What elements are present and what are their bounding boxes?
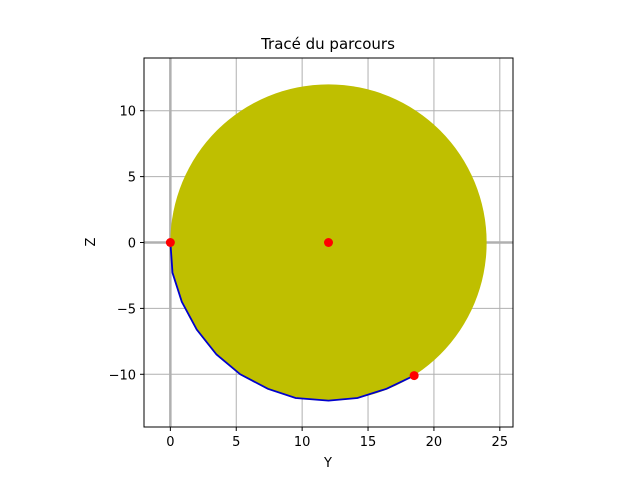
y-tick-label: −10	[109, 368, 136, 383]
x-tick-label: 5	[232, 435, 240, 450]
red-point	[409, 371, 419, 381]
path-line	[169, 242, 415, 402]
y-tick-label: 0	[128, 237, 136, 252]
x-tick-label: 10	[294, 435, 311, 450]
y-tick-label: 5	[128, 171, 136, 186]
x-tick-label: 0	[166, 435, 174, 450]
x-axis-ticks: 0 5 10 15 20 25	[166, 427, 508, 450]
y-tick-label: 10	[119, 105, 136, 120]
red-point	[324, 238, 333, 247]
red-point	[165, 238, 175, 247]
x-tick-label: 15	[360, 435, 377, 450]
x-axis-label: Y	[323, 456, 332, 471]
plot-area	[165, 84, 487, 402]
y-axis-label: Z	[84, 237, 99, 246]
y-tick-label: −5	[117, 302, 136, 317]
y-axis-ticks: −10 −5 0 5 10	[109, 105, 144, 383]
chart-title: Tracé du parcours	[260, 35, 395, 53]
x-tick-label: 25	[492, 435, 509, 450]
x-tick-label: 20	[426, 435, 443, 450]
